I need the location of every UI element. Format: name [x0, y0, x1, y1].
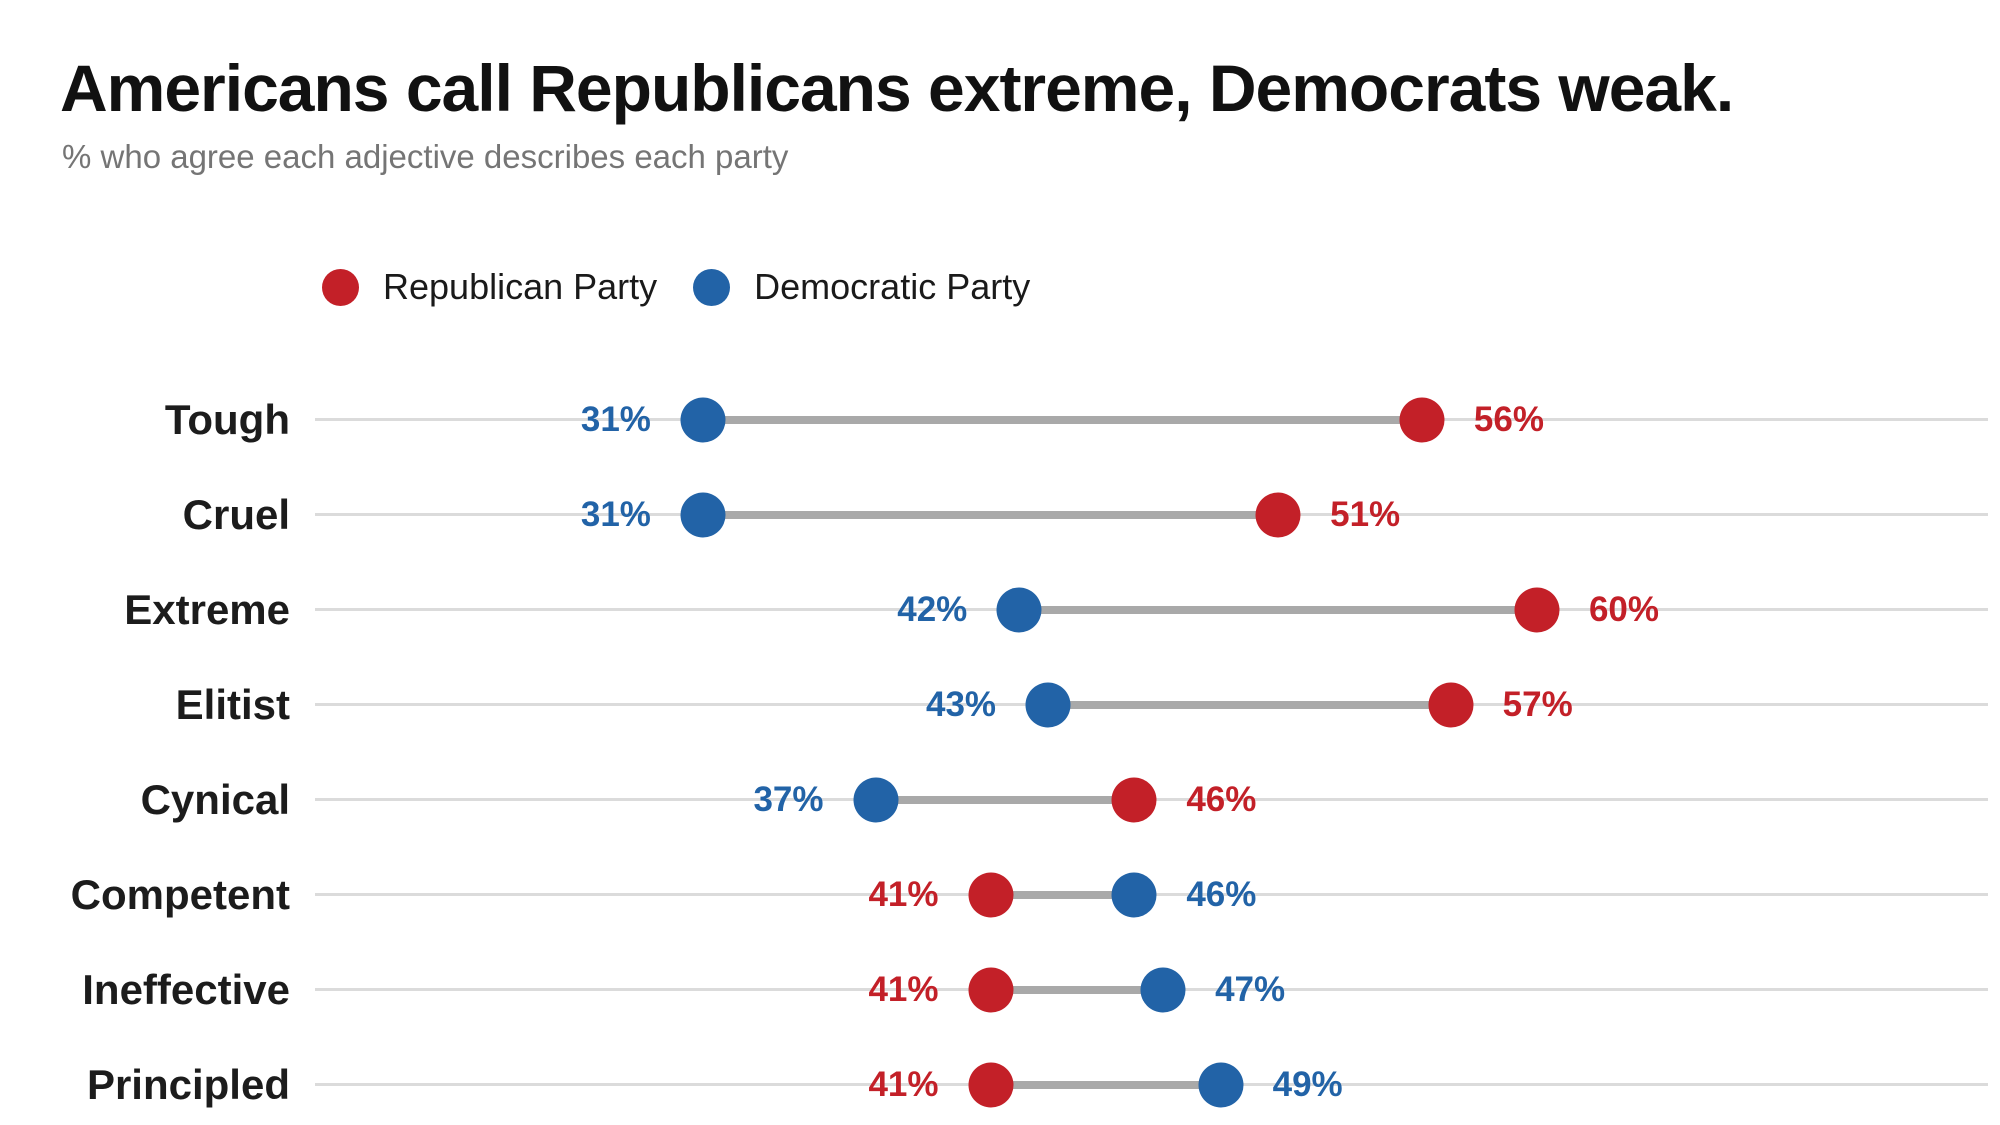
republican-value-label: 41% [868, 1064, 939, 1104]
category-label: Principled [86, 1060, 290, 1108]
chart-row: Competent 41% 46% [0, 847, 2000, 942]
dumbbell-connector [990, 1080, 1221, 1089]
category-label: Competent [70, 870, 290, 918]
republican-legend-dot [322, 268, 359, 306]
chart-title: Americans call Republicans extreme, Demo… [60, 51, 1734, 125]
republican-legend-label: Republican Party [383, 266, 658, 307]
category-label: Extreme [124, 585, 290, 633]
republican-value-label: 56% [1473, 399, 1544, 439]
democratic-dot [680, 397, 726, 442]
chart-row: Cynical 37% 46% [0, 752, 2000, 847]
dumbbell-connector [702, 510, 1279, 519]
category-label: Tough [164, 395, 290, 443]
row-track: 41% 49% [315, 1037, 1988, 1125]
republican-value-label: 41% [868, 969, 939, 1009]
democratic-legend-dot [693, 268, 731, 306]
row-track: 31% 51% [315, 467, 1988, 562]
republican-value-label: 60% [1588, 589, 1660, 629]
democratic-value-label: 46% [1186, 874, 1257, 914]
dumbbell-connector [990, 890, 1135, 899]
democratic-value-label: 31% [580, 494, 651, 534]
chart-row: Cruel 31% 51% [0, 467, 2000, 562]
category-label: Cruel [182, 490, 290, 538]
dumbbell-connector [1048, 700, 1451, 709]
legend-item-democratic: Democratic Party [693, 266, 1030, 308]
chart-rows: Tough 31% 56% Cruel 31% 51% Extreme 42% 60% Eliti… [0, 372, 2000, 1125]
chart-subtitle: % who agree each adjective describes eac… [62, 138, 789, 175]
chart-row: Extreme 42% 60% [0, 562, 2000, 657]
democratic-value-label: 37% [753, 779, 824, 819]
democratic-legend-label: Democratic Party [754, 266, 1031, 307]
row-track: 41% 46% [315, 847, 1988, 942]
row-track: 37% 46% [315, 752, 1988, 847]
republican-dot [1399, 397, 1445, 442]
republican-value-label: 57% [1502, 684, 1573, 724]
republican-value-label: 51% [1330, 494, 1401, 534]
republican-dot [1514, 587, 1560, 632]
republican-value-label: 41% [868, 874, 939, 914]
legend-item-republican: Republican Party [322, 266, 657, 308]
republican-dot [968, 872, 1014, 917]
dumbbell-connector [875, 795, 1135, 804]
row-track: 43% 57% [315, 657, 1988, 752]
category-label: Elitist [175, 680, 290, 728]
democratic-dot [996, 587, 1042, 632]
row-track: 41% 47% [315, 942, 1988, 1037]
category-label: Ineffective [82, 965, 290, 1013]
democratic-dot [853, 777, 898, 822]
republican-value-label: 46% [1186, 779, 1257, 819]
republican-dot [968, 967, 1014, 1012]
row-track: 31% 56% [315, 372, 1988, 467]
democratic-value-label: 43% [925, 684, 997, 724]
republican-dot [1255, 492, 1301, 537]
democratic-value-label: 42% [897, 589, 968, 629]
chart-row: Tough 31% 56% [0, 372, 2000, 467]
dumbbell-connector [702, 415, 1422, 424]
category-label: Cynical [140, 775, 290, 823]
dumbbell-connector [990, 985, 1164, 994]
legend: Republican Party Democratic Party [322, 266, 1030, 308]
republican-dot [1428, 682, 1474, 727]
chart-row: Ineffective 41% 47% [0, 942, 2000, 1037]
democratic-value-label: 31% [580, 399, 651, 439]
republican-dot [1111, 777, 1157, 822]
democratic-dot [1198, 1062, 1244, 1107]
democratic-value-label: 49% [1272, 1064, 1343, 1104]
democratic-dot [1111, 872, 1157, 917]
democratic-value-label: 47% [1215, 969, 1286, 1009]
chart-row: Principled 41% 49% [0, 1037, 2000, 1125]
chart-row: Elitist 43% 57% [0, 657, 2000, 752]
democratic-dot [680, 492, 726, 537]
row-track: 42% 60% [315, 562, 1988, 657]
dumbbell-connector [1019, 605, 1537, 614]
republican-dot [968, 1062, 1014, 1107]
democratic-dot [1025, 682, 1071, 727]
democratic-dot [1140, 967, 1186, 1012]
